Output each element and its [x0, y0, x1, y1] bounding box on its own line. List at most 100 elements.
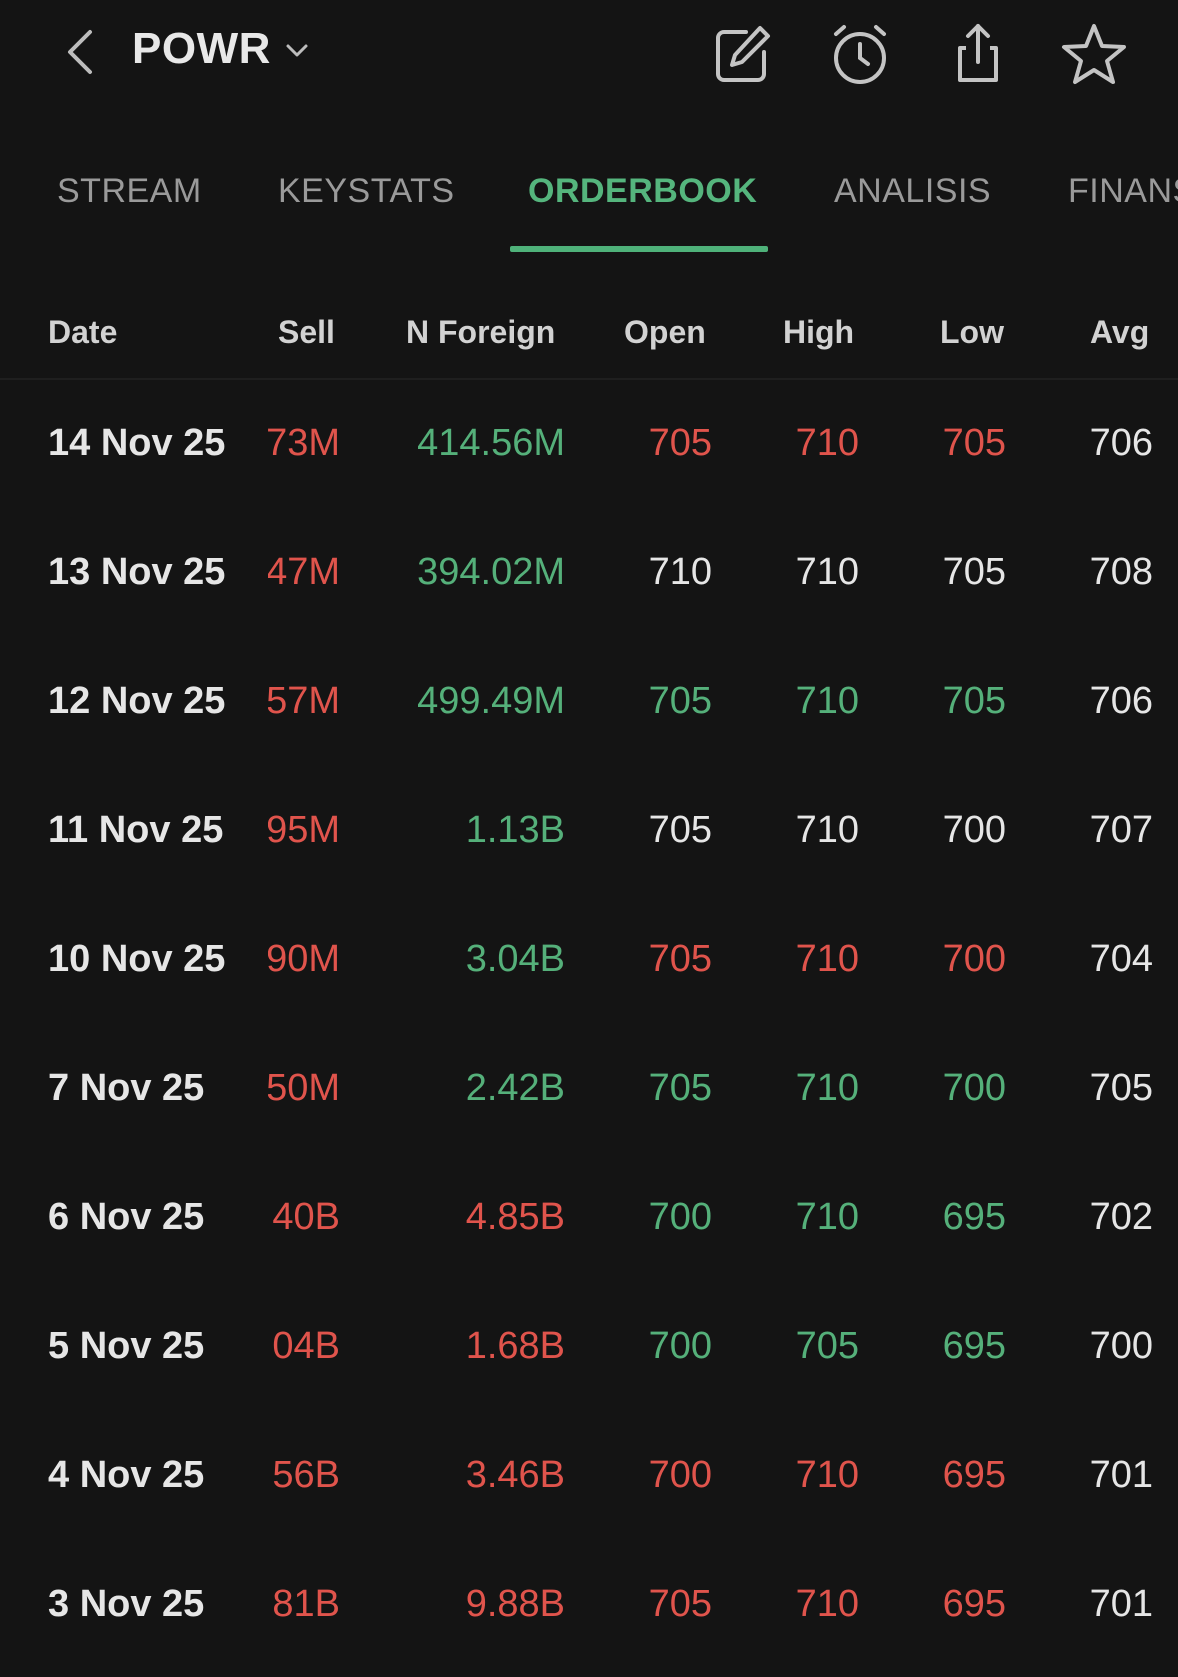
top-bar: POWR [0, 0, 1178, 110]
row-low: 705 [942, 551, 1006, 593]
row-nforeign: 414.56M [417, 422, 565, 464]
col-date[interactable]: Date [48, 314, 118, 350]
row-nforeign: 4.85B [465, 1196, 565, 1238]
row-avg: 701 [1089, 1583, 1153, 1625]
row-high: 710 [795, 1454, 859, 1496]
back-button[interactable] [58, 24, 106, 80]
row-high: 710 [795, 1067, 859, 1109]
tab-stream[interactable]: STREAM [57, 172, 202, 210]
row-nforeign: 499.49M [417, 680, 565, 722]
row-high: 710 [795, 551, 859, 593]
edit-icon [716, 26, 770, 82]
row-date: 14 Nov 25 [48, 422, 226, 464]
sell-cell-clip: 73M [268, 382, 340, 511]
row-avg: 706 [1089, 422, 1153, 464]
ticker-dropdown[interactable] [280, 34, 314, 68]
row-date: 5 Nov 25 [48, 1325, 205, 1367]
table-row[interactable]: 11 Nov 25 95M 1.13B 705 710 700 707 [0, 769, 1178, 898]
sell-cell-clip: 47M [268, 511, 340, 640]
row-sell: 56B [272, 1454, 340, 1496]
col-open[interactable]: Open [624, 314, 706, 350]
table-header: Date Sell N Foreign Open High Low Avg [0, 300, 1178, 380]
row-high: 710 [795, 1583, 859, 1625]
watchlist-button[interactable] [1058, 18, 1130, 90]
table-row[interactable]: 10 Nov 25 90M 3.04B 705 710 700 704 [0, 898, 1178, 1027]
row-sell: 04B [272, 1325, 340, 1367]
row-avg: 705 [1089, 1067, 1153, 1109]
table-row[interactable]: 4 Nov 25 56B 3.46B 700 710 695 701 [0, 1414, 1178, 1543]
row-open: 705 [648, 1583, 712, 1625]
row-open: 705 [648, 938, 712, 980]
ticker-symbol[interactable]: POWR [132, 24, 271, 73]
row-avg: 701 [1089, 1454, 1153, 1496]
active-tab-indicator [510, 246, 768, 252]
row-nforeign: 2.42B [465, 1067, 565, 1109]
row-avg: 702 [1089, 1196, 1153, 1238]
row-nforeign: 394.02M [417, 551, 565, 593]
tab-keystats[interactable]: KEYSTATS [278, 172, 455, 210]
col-n-foreign[interactable]: N Foreign [406, 314, 556, 350]
row-nforeign: 3.46B [465, 1454, 565, 1496]
table-row[interactable]: 5 Nov 25 04B 1.68B 700 705 695 700 [0, 1285, 1178, 1414]
row-sell: 73M [268, 422, 340, 464]
table-row[interactable]: 12 Nov 25 57M 499.49M 705 710 705 706 [0, 640, 1178, 769]
row-sell: 57M [268, 680, 340, 722]
table-row[interactable]: 14 Nov 25 73M 414.56M 705 710 705 706 [0, 382, 1178, 511]
share-icon [958, 24, 998, 82]
alarm-button[interactable] [824, 18, 896, 90]
row-open: 705 [648, 680, 712, 722]
col-sell[interactable]: Sell [278, 314, 335, 350]
row-open: 705 [648, 1067, 712, 1109]
sell-cell-clip: 81B [268, 1543, 340, 1672]
row-open: 700 [648, 1196, 712, 1238]
row-high: 710 [795, 938, 859, 980]
col-high[interactable]: High [783, 314, 855, 350]
col-low[interactable]: Low [940, 314, 1004, 350]
row-date: 3 Nov 25 [48, 1583, 205, 1625]
tab-analisis[interactable]: ANALISIS [834, 172, 992, 210]
share-button[interactable] [942, 18, 1014, 90]
row-high: 710 [795, 680, 859, 722]
star-icon [1062, 24, 1126, 84]
row-avg: 708 [1089, 551, 1153, 593]
sell-cell-clip: 50M [268, 1027, 340, 1156]
row-low: 695 [942, 1196, 1006, 1238]
chevron-left-icon [68, 30, 92, 74]
row-low: 700 [942, 938, 1006, 980]
row-sell: 90M [268, 938, 340, 980]
row-date: 11 Nov 25 [48, 809, 224, 851]
row-low: 700 [942, 1067, 1006, 1109]
row-high: 710 [795, 422, 859, 464]
row-avg: 704 [1089, 938, 1153, 980]
row-low: 700 [942, 809, 1006, 851]
tab-finans[interactable]: FINANS [1068, 172, 1178, 210]
row-open: 710 [648, 551, 712, 593]
table-row[interactable]: 13 Nov 25 47M 394.02M 710 710 705 708 [0, 511, 1178, 640]
tab-orderbook[interactable]: ORDERBOOK [528, 172, 758, 210]
table-row[interactable]: 7 Nov 25 50M 2.42B 705 710 700 705 [0, 1027, 1178, 1156]
sell-cell-clip: 40B [268, 1156, 340, 1285]
row-date: 10 Nov 25 [48, 938, 226, 980]
alarm-icon [834, 25, 886, 84]
row-nforeign: 1.13B [465, 809, 565, 851]
tab-bar: STREAM KEYSTATS ORDERBOOK ANALISIS FINAN… [0, 150, 1178, 260]
table-row[interactable]: 6 Nov 25 40B 4.85B 700 710 695 702 [0, 1156, 1178, 1285]
row-sell: 95M [268, 809, 340, 851]
edit-button[interactable] [706, 18, 778, 90]
row-low: 695 [942, 1454, 1006, 1496]
sell-cell-clip: 56B [268, 1414, 340, 1543]
row-date: 4 Nov 25 [48, 1454, 205, 1496]
row-avg: 707 [1089, 809, 1153, 851]
row-date: 7 Nov 25 [48, 1067, 205, 1109]
row-sell: 50M [268, 1067, 340, 1109]
row-open: 700 [648, 1454, 712, 1496]
row-nforeign: 9.88B [465, 1583, 565, 1625]
row-date: 6 Nov 25 [48, 1196, 205, 1238]
table-row[interactable]: 3 Nov 25 81B 9.88B 705 710 695 701 [0, 1543, 1178, 1672]
row-sell: 47M [268, 551, 340, 593]
row-sell: 81B [272, 1583, 340, 1625]
chevron-down-icon [286, 44, 308, 57]
sell-cell-clip: 90M [268, 898, 340, 1027]
col-avg[interactable]: Avg [1090, 314, 1150, 350]
row-nforeign: 1.68B [465, 1325, 565, 1367]
